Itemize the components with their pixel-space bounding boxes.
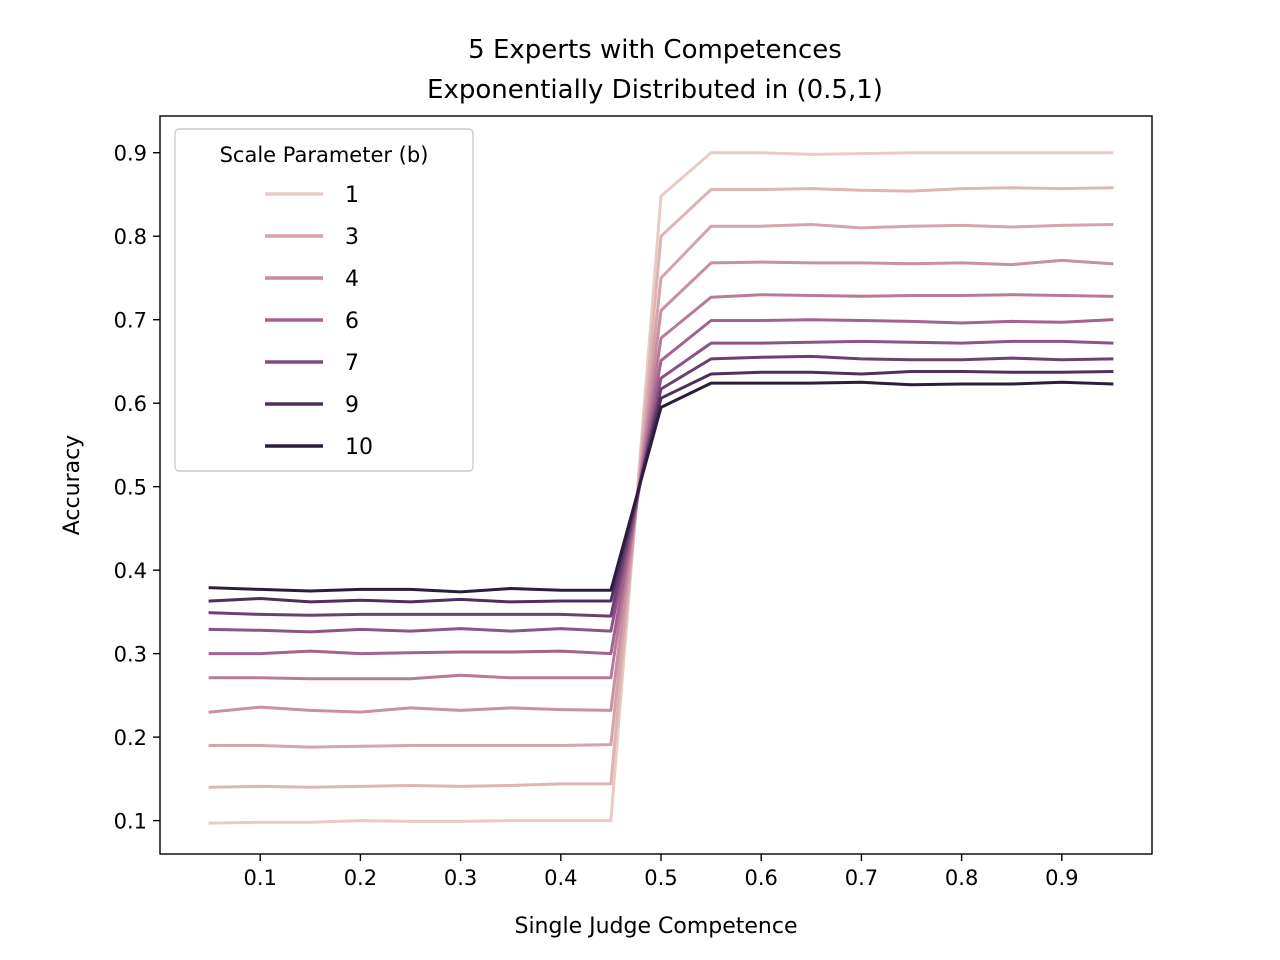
legend-label: 9 [345,393,359,418]
y-tick-label: 0.3 [114,643,147,667]
y-axis-title: Accuracy [60,435,85,535]
y-tick-label: 0.7 [114,309,147,333]
series-line-2 [208,222,1114,749]
series-line-5 [208,318,1114,656]
legend-label: 6 [345,309,359,334]
series-line-8 [208,369,1114,604]
legend-label: 1 [345,183,359,208]
x-tick-label: 0.6 [745,866,778,890]
x-tick-label: 0.5 [644,866,677,890]
series-line-6 [208,339,1114,634]
x-tick-label: 0.3 [444,866,477,890]
series-line-4 [208,293,1114,681]
legend-label: 4 [345,267,359,292]
x-tick-label: 0.2 [344,866,377,890]
x-tick-label: 0.8 [945,866,978,890]
y-tick-label: 0.5 [114,476,147,500]
plot-frame [159,115,1153,855]
x-tick-label: 0.9 [1045,866,1078,890]
legend: Scale Parameter (b) 1 3 4 6 7 9 10 [174,128,474,472]
series-layer [208,151,1114,825]
series-line-3 [208,258,1114,714]
legend-title: Scale Parameter (b) [220,143,429,167]
series-line-1 [208,186,1114,789]
legend-frame [174,128,474,472]
legend-label: 10 [345,435,373,460]
series-line-7 [208,354,1114,618]
x-tick-label: 0.7 [845,866,878,890]
y-tick-label: 0.1 [114,810,147,834]
y-tick-label: 0.4 [114,559,147,583]
legend-label: 3 [345,225,359,250]
y-tick-label: 0.2 [114,726,147,750]
x-tick-label: 0.4 [544,866,577,890]
series-line-0 [208,151,1114,825]
y-tick-label: 0.8 [114,225,147,249]
x-axis-title: Single Judge Competence [514,914,797,939]
legend-entries: 1 3 4 6 7 9 10 [265,183,373,460]
y-tick-label: 0.6 [114,392,147,416]
x-tick-label: 0.1 [243,866,276,890]
legend-label: 7 [345,351,359,376]
chart-title-line1: 5 Experts with Competences [468,35,842,65]
ticks-layer: 0.1 0.2 0.3 0.4 0.5 0.6 0.7 0.8 0.9 0.1 0.2 0.3 0.4 0… [114,142,1079,890]
chart-title-line2: Exponentially Distributed in (0.5,1) [427,75,883,105]
y-tick-label: 0.9 [114,142,147,166]
series-line-9 [208,380,1114,594]
